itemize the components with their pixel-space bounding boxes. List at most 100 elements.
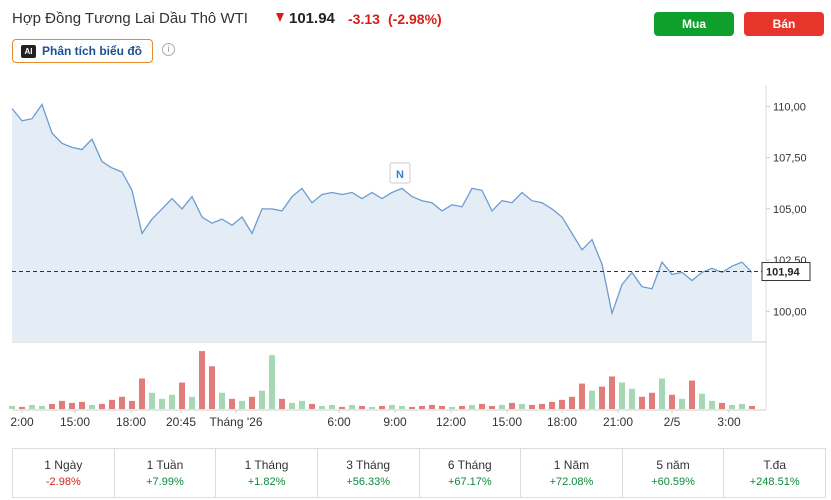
volume-bar	[439, 405, 445, 409]
volume-bar	[149, 392, 155, 409]
news-marker-label: N	[396, 169, 404, 181]
period-cell[interactable]: 1 Năm +72.08%	[521, 449, 623, 497]
volume-bar	[729, 404, 735, 409]
volume-bar	[609, 376, 615, 409]
volume-bar	[529, 404, 535, 409]
volume-bar	[699, 393, 705, 409]
volume-bar	[499, 404, 505, 409]
volume-bar	[679, 398, 685, 409]
period-cell[interactable]: 6 Tháng +67.17%	[420, 449, 522, 497]
volume-bar	[619, 382, 625, 409]
volume-bar	[539, 403, 545, 409]
volume-bar	[239, 400, 245, 409]
volume-bar	[589, 390, 595, 409]
ai-label: Phân tích biểu đồ	[42, 44, 143, 58]
volume-bar	[189, 396, 195, 409]
y-tick-label: 105,00	[773, 204, 807, 216]
buy-button[interactable]: Mua	[654, 12, 734, 36]
volume-bar	[229, 398, 235, 409]
x-tick-label: 3:00	[717, 415, 741, 429]
volume-bar	[669, 394, 675, 409]
period-label: 3 Tháng	[346, 458, 391, 472]
volume-bar	[349, 404, 355, 409]
volume-bar	[459, 405, 465, 409]
ai-analysis-button[interactable]: AI Phân tích biểu đồ	[12, 39, 153, 63]
volume-bar	[339, 406, 345, 409]
x-tick-label: 2:00	[10, 415, 34, 429]
volume-bar	[49, 403, 55, 409]
volume-bar	[9, 405, 15, 409]
period-change: +60.59%	[651, 476, 695, 488]
volume-bar	[739, 403, 745, 409]
volume-bar	[269, 355, 275, 409]
volume-bar	[89, 404, 95, 409]
sell-button[interactable]: Bán	[744, 12, 824, 36]
volume-bar	[569, 396, 575, 409]
volume-bar	[399, 405, 405, 409]
current-price-label: 101,94	[766, 267, 801, 279]
down-arrow	[276, 13, 284, 22]
volume-bar	[719, 402, 725, 409]
period-cell[interactable]: 1 Tuần +7.99%	[115, 449, 217, 497]
period-change: +7.99%	[146, 476, 184, 488]
volume-bar	[99, 403, 105, 409]
volume-bar	[79, 401, 85, 409]
volume-bar	[449, 406, 455, 409]
period-label: 1 Tuần	[146, 458, 184, 472]
period-change: +1.82%	[247, 476, 286, 488]
x-tick-label: 18:00	[116, 415, 146, 429]
x-tick-label: 6:00	[327, 415, 351, 429]
period-cell[interactable]: T.đa +248.51%	[724, 449, 825, 497]
volume-bar	[489, 405, 495, 409]
volume-bar	[139, 378, 145, 409]
volume-bar	[689, 380, 695, 409]
volume-bar	[169, 394, 175, 409]
volume-bar	[19, 406, 25, 409]
price-area	[12, 104, 752, 343]
volume-bar	[209, 366, 215, 409]
info-icon[interactable]: i	[162, 43, 175, 56]
x-tick-label: 15:00	[60, 415, 90, 429]
change-pct: (-2.98%)	[388, 11, 442, 27]
volume-bar	[159, 398, 165, 409]
period-label: 6 Tháng	[447, 458, 492, 472]
x-tick-label: 20:45	[166, 415, 196, 429]
period-label: 5 năm	[656, 458, 690, 472]
volume-bar	[369, 406, 375, 409]
volume-bar	[109, 399, 115, 409]
volume-bar	[419, 405, 425, 409]
volume-bar	[559, 399, 565, 409]
volume-bar	[659, 378, 665, 409]
period-cell[interactable]: 3 Tháng +56.33%	[318, 449, 420, 497]
period-cell[interactable]: 1 Tháng +1.82%	[216, 449, 318, 497]
x-tick-label: 21:00	[603, 415, 633, 429]
volume-bar	[649, 392, 655, 409]
volume-bar	[309, 403, 315, 409]
volume-bar	[289, 402, 295, 409]
x-tick-label: 12:00	[436, 415, 466, 429]
volume-bar	[629, 388, 635, 409]
news-marker	[389, 162, 411, 184]
x-tick-label: 18:00	[547, 415, 577, 429]
volume-bar	[259, 390, 265, 409]
volume-bar	[199, 351, 205, 409]
volume-bar	[549, 401, 555, 409]
y-tick-label: 100,00	[773, 306, 807, 318]
volume-bar	[509, 402, 515, 409]
title: Hợp Đồng Tương Lai Dầu Thô WTI	[12, 10, 248, 27]
volume-bar	[129, 400, 135, 409]
change: -3.13	[348, 11, 380, 27]
period-change: -2.98%	[45, 476, 81, 488]
volume-bar	[179, 382, 185, 409]
period-label: 1 Tháng	[244, 458, 289, 472]
volume-bar	[519, 403, 525, 409]
y-tick-label: 107,50	[773, 153, 807, 165]
volume-bar	[409, 406, 415, 409]
period-label: 1 Năm	[553, 458, 590, 472]
volume-bar	[599, 386, 605, 409]
period-cell[interactable]: 5 năm +60.59%	[623, 449, 725, 497]
period-cell[interactable]: 1 Ngày -2.98%	[13, 449, 115, 497]
price-line	[11, 102, 753, 316]
volume-bar	[29, 404, 35, 409]
